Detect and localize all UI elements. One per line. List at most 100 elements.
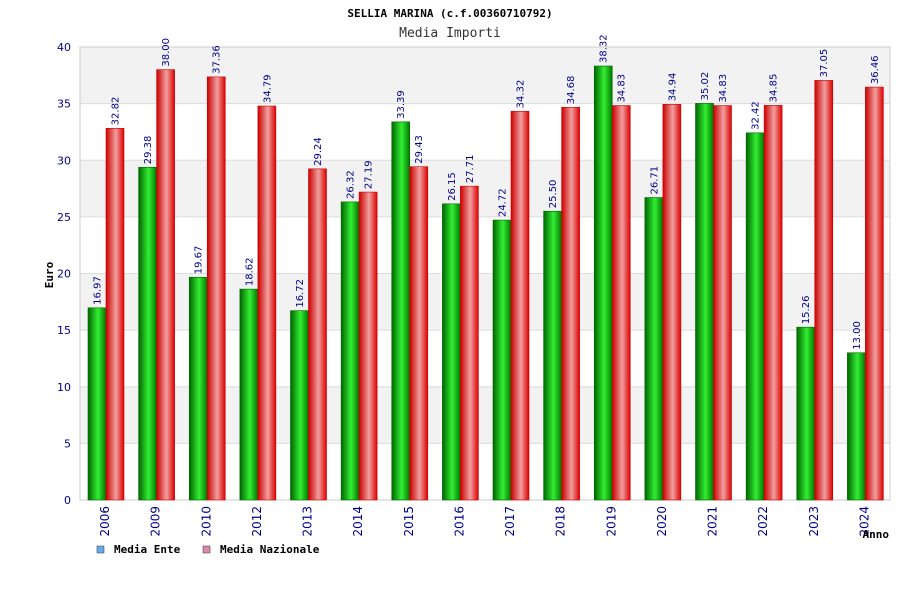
data-label-media-nazionale-2017: 34.32 (516, 80, 527, 109)
data-label-media-ente-2012: 18.62 (244, 257, 255, 286)
x-axis-label: Anno (863, 528, 890, 541)
x-tick-label-2017: 2017 (503, 506, 517, 537)
data-label-media-ente-2024: 13.00 (852, 321, 863, 350)
legend: Media Ente Media Nazionale (96, 543, 320, 556)
bar-media-ente-2016 (442, 203, 461, 501)
bar-media-ente-2012 (239, 288, 259, 501)
data-label-media-ente-2018: 25.50 (548, 180, 559, 209)
bar-media-nazionale-2022 (763, 105, 783, 501)
y-tick-label: 0 (64, 494, 71, 507)
x-tick-label-2014: 2014 (351, 506, 365, 537)
x-tick-label-2018: 2018 (554, 506, 568, 537)
data-label-media-ente-2022: 32.42 (751, 101, 762, 130)
bar-media-ente-2017 (492, 219, 512, 501)
data-label-media-ente-2015: 33.39 (396, 90, 407, 119)
y-tick-label: 35 (57, 98, 71, 111)
data-label-media-ente-2010: 19.67 (194, 246, 205, 275)
bar-media-nazionale-2009 (156, 69, 175, 501)
x-tick-label-2009: 2009 (149, 506, 163, 537)
data-label-media-nazionale-2016: 27.71 (465, 155, 476, 184)
x-tick-label-2019: 2019 (604, 506, 618, 537)
bar-media-nazionale-2010 (206, 76, 226, 501)
bar-media-ente-2014 (340, 201, 360, 501)
x-axis-ticks: 2006 2009 2010 2012 2013 2014 2015 2016 2017 2018… (98, 506, 871, 537)
x-tick-label-2013: 2013 (301, 506, 315, 537)
data-label-media-ente-2009: 29.38 (143, 136, 154, 165)
y-axis-ticks: 0 5 10 15 20 25 30 35 40 (57, 41, 71, 507)
bar-media-nazionale-2020 (662, 104, 682, 501)
data-label-media-nazionale-2006: 32.82 (111, 97, 122, 126)
legend-swatch-media-nazionale (202, 545, 211, 554)
bar-media-ente-2018 (543, 210, 562, 501)
bar-media-ente-2023 (796, 326, 816, 501)
legend-label-media-nazionale: Media Nazionale (220, 543, 320, 556)
x-tick-label-2024: 2024 (857, 506, 871, 537)
bar-media-nazionale-2018 (561, 106, 580, 501)
bar-media-nazionale-2024 (865, 86, 884, 501)
data-label-media-nazionale-2022: 34.85 (769, 74, 780, 103)
y-tick-label: 10 (57, 381, 71, 394)
x-tick-label-2016: 2016 (452, 506, 466, 537)
data-label-media-ente-2019: 38.32 (599, 34, 610, 63)
legend-swatch-media-ente (96, 545, 105, 554)
y-tick-label: 30 (57, 154, 71, 167)
data-label-media-nazionale-2009: 38.00 (161, 38, 172, 67)
data-label-media-nazionale-2020: 34.94 (667, 73, 678, 102)
bar-media-nazionale-2015 (409, 166, 429, 501)
data-label-media-nazionale-2021: 34.83 (718, 74, 729, 103)
data-label-media-ente-2013: 16.72 (295, 279, 306, 308)
y-tick-label: 5 (64, 437, 71, 450)
x-tick-label-2022: 2022 (756, 506, 770, 537)
data-label-media-ente-2021: 35.02 (700, 72, 711, 101)
data-label-media-ente-2020: 26.71 (649, 166, 660, 195)
bar-media-nazionale-2006 (105, 128, 125, 501)
bar-media-ente-2006 (87, 307, 107, 501)
x-tick-label-2006: 2006 (98, 506, 112, 537)
bar-media-ente-2010 (188, 276, 208, 501)
data-label-media-nazionale-2023: 37.05 (819, 49, 830, 78)
bar-media-nazionale-2014 (358, 191, 378, 501)
bar-media-nazionale-2016 (460, 185, 479, 501)
x-tick-label-2015: 2015 (402, 506, 416, 537)
data-label-media-nazionale-2014: 27.19 (364, 160, 375, 189)
x-tick-label-2021: 2021 (706, 506, 720, 537)
x-tick-label-2020: 2020 (655, 506, 669, 537)
bar-media-ente-2009 (138, 166, 157, 501)
data-label-media-nazionale-2015: 29.43 (414, 135, 425, 164)
data-label-media-nazionale-2018: 34.68 (566, 76, 577, 105)
bar-media-ente-2015 (391, 121, 411, 501)
x-tick-label-2012: 2012 (250, 506, 264, 537)
bar-media-nazionale-2017 (510, 111, 530, 501)
chart-subtitle: Media Importi (399, 26, 501, 41)
data-label-media-nazionale-2019: 34.83 (617, 74, 628, 103)
data-label-media-ente-2017: 24.72 (498, 188, 509, 217)
bar-media-nazionale-2023 (814, 80, 834, 501)
bar-media-nazionale-2012 (257, 105, 277, 501)
bar-media-ente-2022 (745, 132, 765, 501)
bar-media-ente-2024 (847, 352, 866, 501)
bar-media-ente-2021 (695, 103, 714, 501)
y-tick-label: 15 (57, 324, 71, 337)
y-axis-label: Euro (43, 261, 56, 288)
bar-media-nazionale-2013 (308, 168, 327, 501)
bar-media-ente-2013 (290, 310, 309, 501)
data-label-media-ente-2016: 26.15 (447, 172, 458, 201)
data-label-media-nazionale-2010: 37.36 (212, 45, 223, 74)
data-label-media-nazionale-2012: 34.79 (262, 74, 273, 103)
data-label-media-ente-2023: 15.26 (801, 296, 812, 325)
data-label-media-nazionale-2013: 29.24 (313, 137, 324, 166)
x-tick-label-2023: 2023 (807, 506, 821, 537)
y-tick-label: 20 (57, 268, 71, 281)
legend-label-media-ente: Media Ente (114, 543, 181, 556)
plot-frame (79, 46, 891, 501)
data-label-media-ente-2014: 26.32 (346, 170, 357, 199)
data-label-media-nazionale-2024: 36.46 (870, 55, 881, 84)
bars: 16.97 32.82 29.38 38.00 19.67 37.36 18.62 34.79… (87, 34, 884, 501)
bar-media-ente-2020 (644, 197, 664, 501)
x-tick-label-2010: 2010 (199, 506, 213, 537)
bar-media-ente-2019 (593, 65, 613, 501)
y-tick-label: 40 (57, 41, 71, 54)
data-label-media-ente-2006: 16.97 (93, 276, 104, 305)
chart-title: SELLIA MARINA (c.f.00360710792) (347, 7, 552, 20)
